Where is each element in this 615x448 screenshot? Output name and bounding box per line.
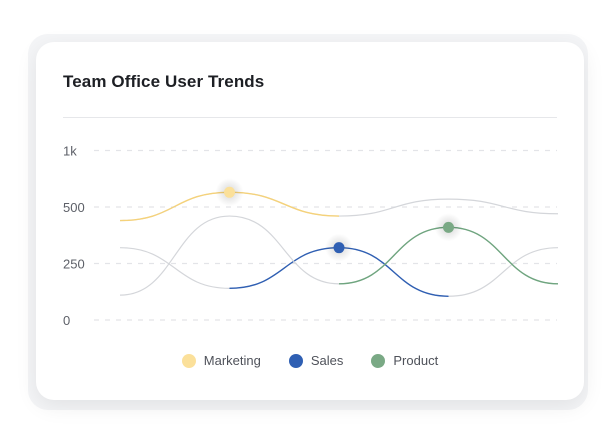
legend-swatch bbox=[371, 353, 386, 368]
legend-swatch bbox=[181, 353, 196, 368]
legend-label: Sales bbox=[310, 353, 344, 368]
data-point[interactable] bbox=[333, 242, 345, 254]
data-point[interactable] bbox=[443, 221, 454, 233]
y-tick-label: 250 bbox=[63, 257, 85, 272]
data-point[interactable] bbox=[224, 186, 235, 198]
chart-title: Team Office User Trends bbox=[63, 72, 265, 91]
y-tick-label: 0 bbox=[63, 313, 70, 328]
legend-label: Marketing bbox=[203, 353, 261, 368]
title-divider bbox=[63, 117, 557, 118]
legend-item[interactable]: Sales bbox=[288, 353, 344, 368]
y-tick-label: 500 bbox=[63, 200, 85, 215]
legend-item[interactable]: Product bbox=[371, 353, 438, 368]
line-chart: 0 250 500 1k bbox=[63, 144, 559, 328]
legend-label: Product bbox=[393, 353, 439, 368]
chart-legend: Marketing Sales Product bbox=[36, 353, 584, 368]
chart-card: Team Office User Trends 0 250 500 1k Market… bbox=[36, 42, 584, 400]
y-tick-label: 1k bbox=[63, 144, 77, 159]
legend-item[interactable]: Marketing bbox=[181, 353, 261, 368]
legend-swatch bbox=[288, 353, 303, 368]
